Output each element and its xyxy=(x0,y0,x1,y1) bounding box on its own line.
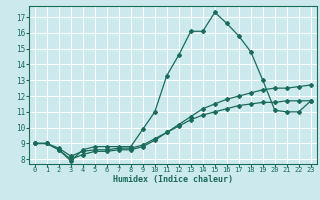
X-axis label: Humidex (Indice chaleur): Humidex (Indice chaleur) xyxy=(113,175,233,184)
